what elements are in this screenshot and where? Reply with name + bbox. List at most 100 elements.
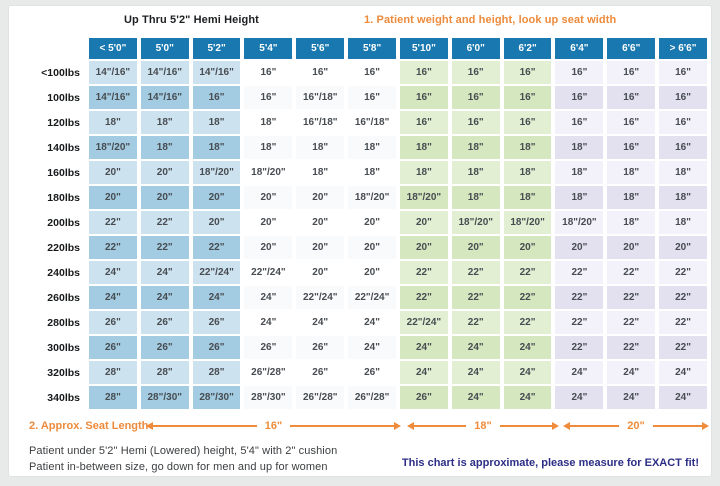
column-header-height: 6'2" (503, 38, 552, 59)
seat-width-cell: 16" (348, 61, 396, 84)
seat-width-cell: 22" (503, 261, 552, 284)
column-header-height: 5'10" (399, 38, 448, 59)
seat-width-cell: 20" (244, 186, 293, 209)
seat-width-cell: 24" (89, 286, 137, 309)
seat-width-cell: 20" (503, 236, 552, 259)
seat-width-cell: 22" (659, 311, 707, 334)
seat-width-cell: 18" (659, 186, 707, 209)
seat-width-cell: 16" (607, 136, 656, 159)
seat-width-cell: 24" (659, 361, 707, 384)
seat-width-cell: 24" (659, 386, 707, 409)
row-label-weight: 140lbs (47, 141, 80, 154)
seat-length-label-16: 16" (264, 420, 283, 432)
seat-width-cell: 26" (348, 361, 396, 384)
seat-length-arrow-20: 20" (563, 419, 709, 433)
seat-width-cell: 18"/20" (503, 211, 552, 234)
seat-width-cell: 22" (399, 286, 448, 309)
seat-length-arrow-18: 18" (407, 419, 559, 433)
seat-width-cell: 16"/18" (296, 111, 345, 134)
seat-width-cell: 18" (503, 136, 552, 159)
row-label-weight: 300lbs (47, 341, 80, 354)
seat-length-row: 2. Approx. Seat Length 16" 18" 20" (9, 419, 713, 435)
seat-width-cell: 18" (348, 161, 396, 184)
seat-width-cell: 16" (399, 111, 448, 134)
seat-width-cell: 24" (555, 386, 604, 409)
seat-width-cell: 16" (503, 61, 552, 84)
step2-label: 2. Approx. Seat Length (29, 420, 149, 432)
seat-width-cell: 26"/28" (244, 361, 293, 384)
seat-length-label-20: 20" (627, 420, 645, 432)
seat-width-cell: 16" (244, 61, 293, 84)
arrow-line (652, 425, 703, 427)
row-label-weight: 160lbs (47, 166, 80, 179)
seat-width-cell: 20" (296, 261, 345, 284)
seat-width-cell: 24" (607, 386, 656, 409)
seat-width-cell: 20" (296, 236, 345, 259)
note-line-2: Patient in-between size, go down for men… (29, 461, 328, 473)
step1-label: 1. Patient weight and height, look up se… (364, 14, 617, 26)
seat-width-cell: 16" (555, 111, 604, 134)
seat-width-cell: 24" (192, 286, 241, 309)
seat-width-cell: 20" (348, 261, 396, 284)
seat-width-cell: 16" (399, 61, 448, 84)
seat-width-cell: 16" (607, 111, 656, 134)
seat-width-cell: 16" (555, 86, 604, 109)
seat-width-cell: 14"/16" (140, 86, 189, 109)
column-header-height: 5'6" (296, 38, 345, 59)
seat-width-cell: 24" (399, 336, 448, 359)
seat-width-cell: 28"/30" (244, 386, 293, 409)
seat-width-cell: 26" (192, 336, 241, 359)
seat-width-cell: 18"/20" (192, 161, 241, 184)
arrow-line (499, 425, 553, 427)
row-label-weight: 340lbs (47, 391, 80, 404)
seat-width-cell: 18" (244, 136, 293, 159)
seat-width-cell: 20" (192, 186, 241, 209)
seat-width-cell: 18"/20" (348, 186, 396, 209)
row-label-weight: 200lbs (47, 216, 80, 229)
seat-width-cell: 24" (140, 286, 189, 309)
seat-width-cell: 24" (607, 361, 656, 384)
seat-width-cell: 28" (140, 361, 189, 384)
seat-width-cell: 18" (348, 136, 396, 159)
seat-width-cell: 16" (503, 111, 552, 134)
chart-card: Up Thru 5'2" Hemi Height 1. Patient weig… (8, 5, 712, 477)
seat-width-cell: 22"/24" (348, 286, 396, 309)
row-label-weight: <100lbs (41, 66, 80, 79)
seat-width-cell: 16" (451, 61, 500, 84)
seat-width-cell: 14"/16" (192, 61, 241, 84)
column-header-height: 5'8" (348, 38, 396, 59)
seat-width-cell: 22" (659, 286, 707, 309)
seat-width-cell: 22" (503, 286, 552, 309)
seat-width-cell: 16"/18" (348, 111, 396, 134)
seat-width-cell: 22" (555, 261, 604, 284)
seat-width-cell: 18" (607, 211, 656, 234)
seat-width-cell: 18"/20" (451, 211, 500, 234)
seat-width-cell: 14"/16" (140, 61, 189, 84)
seat-width-cell: 22"/24" (192, 261, 241, 284)
seat-width-cell: 20" (348, 236, 396, 259)
seat-width-cell: 26" (89, 336, 137, 359)
seat-width-cell: 16" (555, 61, 604, 84)
seat-width-cell: 26" (192, 311, 241, 334)
seat-width-cell: 18" (503, 161, 552, 184)
seat-width-cell: 16" (451, 111, 500, 134)
column-header-height: < 5'0" (89, 38, 137, 59)
seat-width-cell: 18"/20" (244, 161, 293, 184)
seat-width-cell: 22" (607, 311, 656, 334)
seat-width-cell: 22" (607, 261, 656, 284)
seat-width-cell: 22" (451, 261, 500, 284)
column-header-height: 5'2" (192, 38, 241, 59)
seat-width-cell: 26" (140, 336, 189, 359)
seat-width-cell: 24" (451, 386, 500, 409)
seat-width-cell: 16" (451, 86, 500, 109)
seat-width-cell: 26"/28" (296, 386, 345, 409)
seat-width-cell: 20" (659, 236, 707, 259)
seat-width-cell: 16" (659, 136, 707, 159)
seat-width-cell: 22" (607, 286, 656, 309)
row-label-weight: 220lbs (47, 241, 80, 254)
seat-width-cell: 16" (659, 111, 707, 134)
seat-width-cell: 22" (607, 336, 656, 359)
note-line-1: Patient under 5'2" Hemi (Lowered) height… (29, 445, 338, 457)
seat-width-cell: 18" (503, 186, 552, 209)
seat-width-cell: 24" (503, 386, 552, 409)
